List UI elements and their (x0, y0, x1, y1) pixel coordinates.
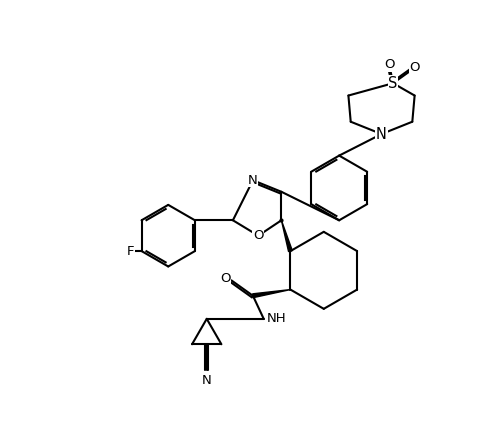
Text: O: O (384, 58, 395, 71)
Text: O: O (409, 61, 420, 74)
Text: N: N (376, 126, 387, 142)
Text: S: S (388, 76, 398, 91)
Polygon shape (253, 290, 291, 298)
Text: NH: NH (267, 312, 286, 325)
Text: F: F (126, 245, 134, 258)
Polygon shape (281, 220, 292, 251)
Text: N: N (202, 374, 211, 387)
Text: O: O (253, 229, 263, 242)
Text: N: N (248, 174, 258, 187)
Text: O: O (220, 271, 230, 285)
